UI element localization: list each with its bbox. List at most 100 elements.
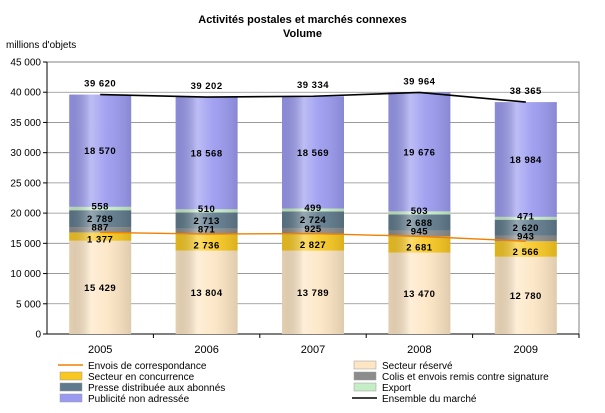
bar-shading <box>282 227 344 234</box>
data-label-reserve: 13 789 <box>297 288 329 299</box>
data-label-export: 471 <box>517 211 535 222</box>
bar-shading <box>494 241 557 257</box>
data-label-publicite: 18 984 <box>510 155 542 166</box>
bar-shading <box>69 227 132 233</box>
data-label-export: 510 <box>198 204 215 215</box>
legend-swatch-publicite <box>59 393 83 403</box>
bar-shading <box>494 256 557 334</box>
bar-shading <box>282 211 344 228</box>
data-label-ensemble: 38 365 <box>510 86 542 97</box>
data-label-publicite: 18 569 <box>297 148 329 159</box>
bar-shading <box>388 214 451 231</box>
bar-shading <box>282 208 344 212</box>
bar-shading <box>494 219 557 236</box>
bar-shading <box>69 94 132 207</box>
bar-shading <box>494 216 557 220</box>
legend-swatch-presse <box>59 382 83 392</box>
legend-label-ensemble: Ensemble du marché <box>382 394 477 405</box>
bar-shading <box>69 240 132 334</box>
bar-shading <box>175 212 238 229</box>
legend-swatch-concurrence <box>59 371 83 381</box>
data-label-reserve: 12 780 <box>510 291 542 302</box>
data-label-publicite: 18 570 <box>84 146 116 157</box>
y-tick-label: 10 000 <box>10 269 41 280</box>
x-tick-label: 2007 <box>301 344 325 356</box>
data-label-colis: 887 <box>92 223 109 234</box>
data-label-concurrence: 2 566 <box>513 247 539 258</box>
bar-shading <box>175 234 238 251</box>
chart-title: Activités postales et marchés connexes <box>198 14 407 26</box>
x-tick-label: 2005 <box>88 344 112 356</box>
y-tick-label: 20 000 <box>10 209 41 220</box>
data-label-colis: 871 <box>198 224 216 235</box>
data-label-colis: 945 <box>411 227 429 238</box>
legend-label-export: Export <box>382 383 411 394</box>
data-label-publicite: 18 568 <box>191 149 223 160</box>
bar-shading <box>175 97 238 210</box>
y-axis-label: millions d'objets <box>6 40 77 51</box>
y-tick-label: 0 <box>35 330 41 341</box>
data-label-reserve: 15 429 <box>84 283 116 294</box>
legend-swatch-colis <box>353 371 377 381</box>
y-tick-label: 40 000 <box>10 88 41 99</box>
data-label-concurrence: 2 681 <box>406 242 432 253</box>
bar-shading <box>69 210 132 228</box>
line-envois <box>100 231 526 242</box>
y-tick-label: 35 000 <box>10 118 41 129</box>
x-tick-label: 2009 <box>514 344 538 356</box>
data-label-export: 503 <box>411 206 428 217</box>
chart-subtitle: Volume <box>283 28 322 40</box>
data-label-presse: 2 620 <box>513 223 539 234</box>
y-tick-label: 30 000 <box>10 148 41 159</box>
bar-shading <box>388 230 451 237</box>
data-label-colis: 943 <box>517 231 534 242</box>
data-label-reserve: 13 804 <box>191 288 223 299</box>
data-label-presse: 2 789 <box>87 214 113 225</box>
legend-label-publicite: Publicité non adressée <box>88 394 190 405</box>
bar-shading <box>175 228 238 235</box>
y-tick-label: 45 000 <box>10 58 41 69</box>
x-tick-label: 2008 <box>407 344 431 356</box>
bar-shading <box>388 92 451 212</box>
data-label-colis: 925 <box>304 224 322 235</box>
data-label-ensemble: 39 964 <box>403 76 435 87</box>
bar-shading <box>69 232 132 241</box>
bar-shading <box>282 250 344 334</box>
data-label-publicite: 19 676 <box>403 147 435 158</box>
y-tick-label: 5 000 <box>16 299 41 310</box>
legend-label-reserve: Secteur réservé <box>382 361 453 372</box>
bar-shading <box>494 102 557 217</box>
bar-shading <box>175 209 238 213</box>
line-ensemble <box>100 91 526 103</box>
data-label-presse: 2 713 <box>193 216 219 227</box>
data-label-concurrence: 2 827 <box>300 240 326 251</box>
data-label-concurrence: 2 736 <box>193 240 219 251</box>
data-label-presse: 2 688 <box>406 218 432 229</box>
data-label-reserve: 13 470 <box>403 289 435 300</box>
bar-shading <box>388 236 451 253</box>
data-label-ensemble: 39 334 <box>297 80 329 91</box>
y-tick-label: 15 000 <box>10 239 41 250</box>
legend-swatch-reserve <box>353 360 377 370</box>
legend-swatch-export <box>353 382 377 392</box>
data-label-export: 558 <box>92 202 109 213</box>
legend-label-concurrence: Secteur en concurrence <box>88 372 195 383</box>
legend-label-presse: Presse distribuée aux abonnés <box>88 383 225 394</box>
bar-shading <box>175 250 238 334</box>
bar-shading <box>282 96 344 209</box>
bar-shading <box>388 211 451 215</box>
y-tick-label: 25 000 <box>10 178 41 189</box>
data-label-ensemble: 39 620 <box>84 79 116 90</box>
bar-shading <box>282 233 344 251</box>
x-tick-label: 2006 <box>194 344 218 356</box>
data-label-ensemble: 39 202 <box>191 81 223 92</box>
data-label-concurrence: 1 377 <box>87 235 113 246</box>
data-label-export: 499 <box>304 203 321 214</box>
legend-label-envois: Envois de correspondance <box>88 361 207 372</box>
legend-label-colis: Colis et envois remis contre signature <box>382 372 549 383</box>
bar-shading <box>388 252 451 334</box>
data-label-presse: 2 724 <box>300 215 326 226</box>
bar-shading <box>69 206 132 211</box>
